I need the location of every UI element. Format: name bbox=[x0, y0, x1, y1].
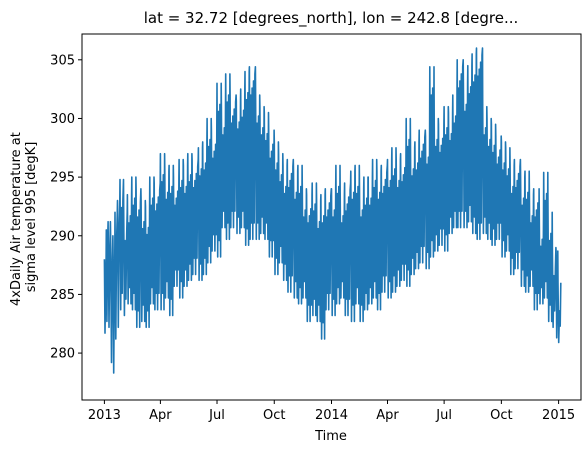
x-axis-label: Time bbox=[314, 429, 347, 444]
x-tick-label: Apr bbox=[149, 408, 172, 423]
x-tick-label: Jul bbox=[208, 408, 225, 423]
chart-title: lat = 32.72 [degrees_north], lon = 242.8… bbox=[144, 9, 519, 28]
x-tick-label: 2015 bbox=[542, 408, 575, 423]
y-axis-label-line-2: sigma level 995 [degK] bbox=[24, 142, 39, 293]
plot-area bbox=[81, 33, 582, 401]
y-axis: 280 285 290 295 300 305 bbox=[50, 53, 82, 362]
x-tick-label: Jul bbox=[435, 408, 452, 423]
y-tick-label: 285 bbox=[50, 288, 75, 303]
series-layer bbox=[103, 47, 562, 374]
x-tick-label: 2013 bbox=[88, 408, 121, 423]
temperature-series-line bbox=[103, 47, 562, 374]
y-tick-label: 290 bbox=[50, 229, 75, 244]
y-tick-label: 305 bbox=[50, 53, 75, 68]
x-axis: 2013 Apr Jul Oct 2014 Apr Jul Oct 2015 bbox=[88, 400, 575, 423]
x-tick-label: Oct bbox=[490, 408, 512, 423]
y-tick-label: 295 bbox=[50, 171, 75, 186]
x-tick-label: Apr bbox=[376, 408, 399, 423]
y-tick-label: 300 bbox=[50, 112, 75, 127]
x-tick-label: Oct bbox=[263, 408, 285, 423]
y-tick-label: 280 bbox=[50, 347, 75, 362]
x-tick-label: 2014 bbox=[315, 408, 348, 423]
y-axis-label: 4xDaily Air temperature at sigma level 9… bbox=[9, 128, 39, 306]
y-axis-label-line-1: 4xDaily Air temperature at bbox=[9, 132, 24, 306]
